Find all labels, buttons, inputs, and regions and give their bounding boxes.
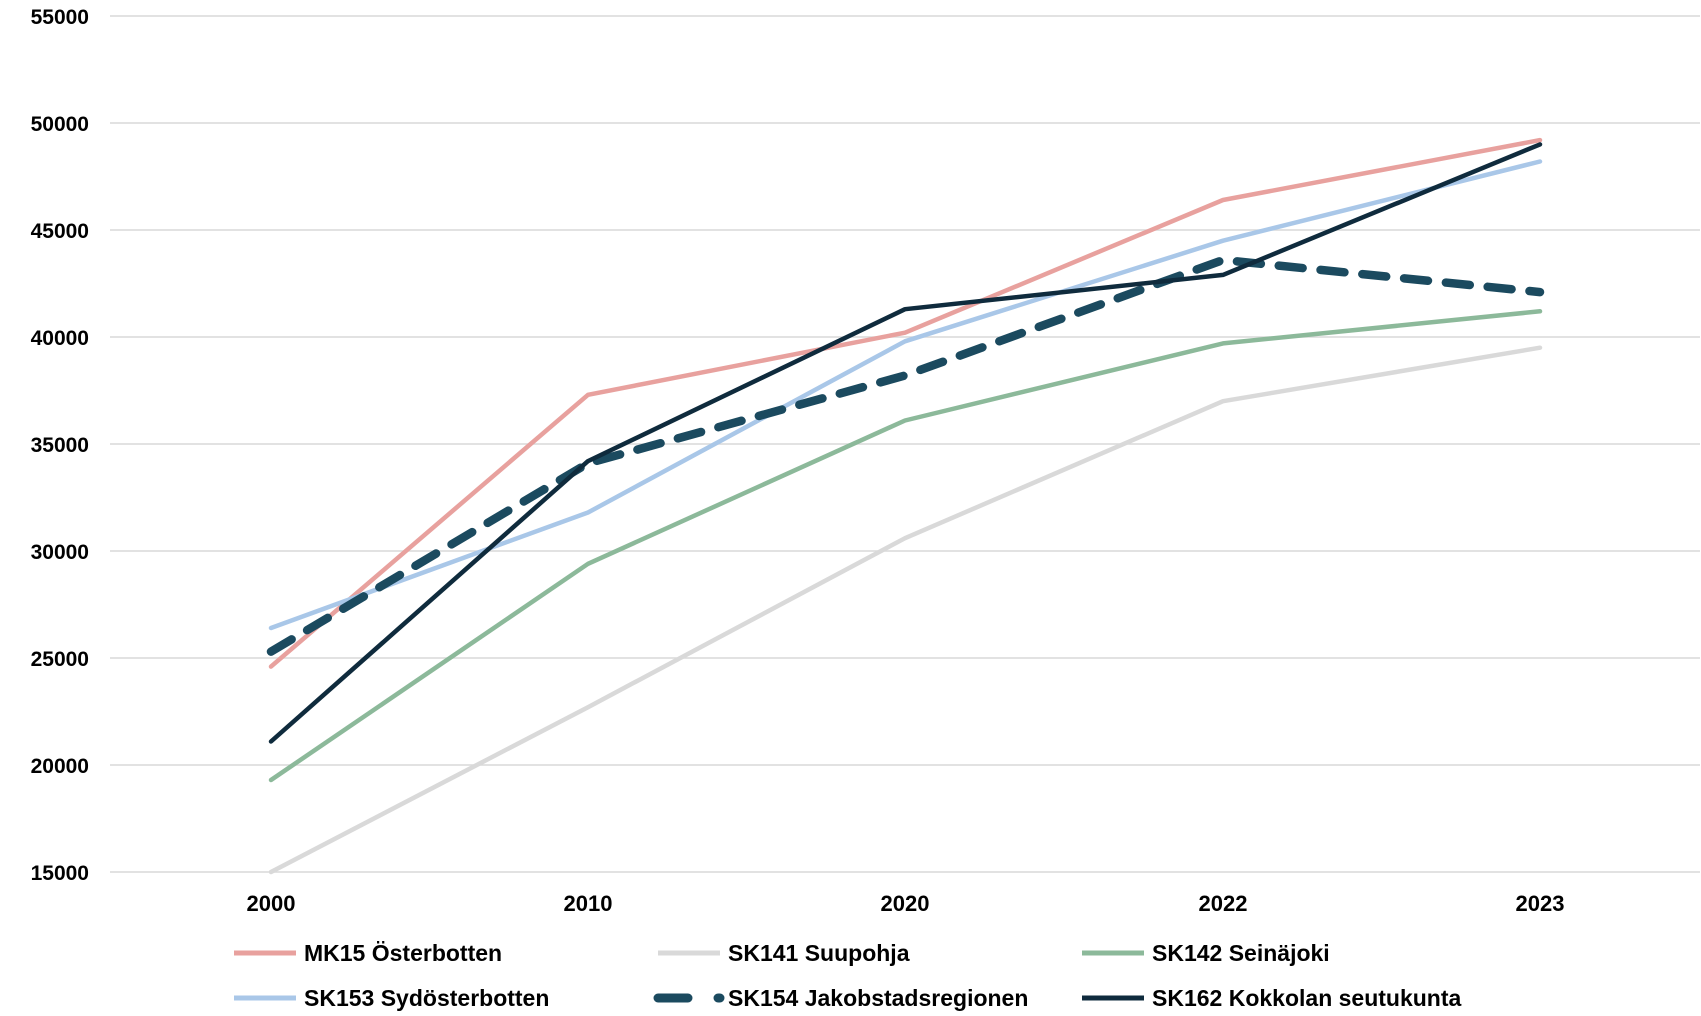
legend-label: SK154 Jakobstadsregionen <box>728 985 1028 1011</box>
y-tick-label: 30000 <box>31 541 89 564</box>
legend-item-sk141-suupohja: SK141 Suupohja <box>658 940 910 966</box>
x-tick-label: 2022 <box>1199 891 1248 916</box>
x-tick-label: 2023 <box>1516 891 1565 916</box>
legend-label: MK15 Österbotten <box>304 940 502 966</box>
y-tick-label: 15000 <box>31 862 89 885</box>
y-tick-label: 35000 <box>31 434 89 457</box>
y-tick-label: 45000 <box>31 220 89 243</box>
x-tick-label: 2020 <box>881 891 930 916</box>
x-tick-label: 2010 <box>564 891 613 916</box>
legend-item-sk142-seinajoki: SK142 Seinäjoki <box>1082 940 1330 966</box>
series-lines <box>266 137 1545 875</box>
series-line-sk141-suupohja <box>268 345 1543 875</box>
series-line-sk142-seinajoki <box>268 309 1543 783</box>
y-tick-label: 40000 <box>31 327 89 350</box>
y-tick-label: 20000 <box>31 755 89 778</box>
legend-item-sk153-sydosterbotten: SK153 Sydösterbotten <box>234 985 549 1011</box>
series-line-mk15-osterbotten <box>268 137 1543 669</box>
legend-item-sk154-jakobstadsregionen: SK154 Jakobstadsregionen <box>653 985 1028 1011</box>
legend-label: SK162 Kokkolan seutukunta <box>1152 985 1462 1011</box>
y-tick-label: 50000 <box>31 113 89 136</box>
series-line-sk153-sydosterbotten <box>268 159 1543 631</box>
series-line-sk154-jakobstadsregionen <box>266 255 1545 656</box>
y-tick-label: 25000 <box>31 648 89 671</box>
x-tick-label: 2000 <box>247 891 296 916</box>
y-tick-label: 55000 <box>31 6 89 29</box>
y-axis-ticks: 15000 20000 25000 30000 35000 40000 45000 50000… <box>31 6 89 885</box>
x-axis-ticks: 2000 2010 2020 2022 2023 <box>247 891 1565 916</box>
legend: MK15 Österbotten SK141 Suupohja SK142 Sein… <box>234 940 1462 1011</box>
legend-item-mk15-osterbotten: MK15 Österbotten <box>234 940 502 966</box>
series-line-sk162-kokkolan-seutukunta <box>268 142 1543 744</box>
legend-label: SK142 Seinäjoki <box>1152 940 1330 966</box>
legend-item-sk162-kokkolan-seutukunta: SK162 Kokkolan seutukunta <box>1082 985 1462 1011</box>
legend-label: SK141 Suupohja <box>728 940 910 966</box>
legend-label: SK153 Sydösterbotten <box>304 985 549 1011</box>
gridlines <box>110 15 1700 873</box>
